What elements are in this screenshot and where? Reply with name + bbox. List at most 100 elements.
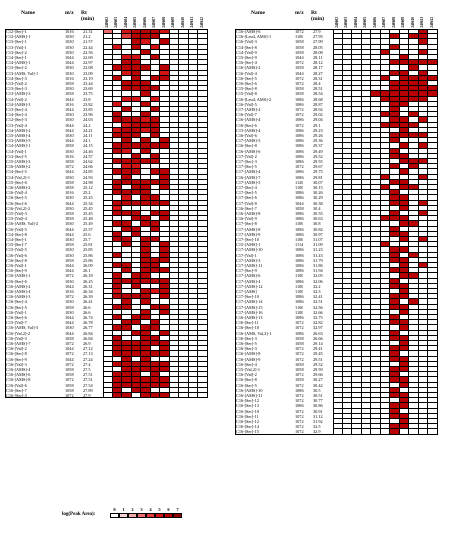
heat-cell bbox=[418, 408, 428, 414]
mz-value: 1044 bbox=[65, 263, 74, 268]
heat-cell bbox=[141, 127, 151, 133]
heat-cell bbox=[141, 112, 151, 118]
heat-cell bbox=[141, 138, 151, 144]
table-row: C17-[AMS]-5 1120 30.07 bbox=[235, 179, 438, 185]
heat-cell bbox=[150, 81, 160, 87]
mz-value: 1086 bbox=[295, 174, 304, 180]
heat-cell bbox=[352, 34, 362, 40]
heat-cell bbox=[103, 289, 113, 295]
rt-value: 25.45 bbox=[83, 205, 93, 211]
table-row: C16-[Ser]-6 1044 25.34 bbox=[5, 200, 208, 206]
heat-cell bbox=[399, 143, 409, 149]
heat-cell bbox=[333, 367, 343, 373]
heat-cell bbox=[399, 242, 409, 248]
heat-cell bbox=[380, 424, 390, 430]
heat-cell bbox=[103, 268, 113, 274]
heat-cell bbox=[361, 346, 371, 352]
heat-cell bbox=[150, 356, 160, 362]
heat-cell bbox=[342, 299, 352, 305]
heat-cell bbox=[122, 81, 132, 87]
heat-cell bbox=[179, 221, 189, 227]
rt-value: 27.5 bbox=[83, 367, 91, 372]
heat-cell bbox=[160, 49, 170, 55]
heat-cell bbox=[418, 419, 428, 425]
heat-cell bbox=[179, 237, 189, 243]
heat-cell bbox=[333, 361, 343, 367]
compound-name: C16-[Ser]-4 bbox=[236, 361, 257, 367]
heat-cell bbox=[352, 424, 362, 430]
heat-cell bbox=[112, 101, 122, 107]
heat-cell bbox=[112, 164, 122, 170]
heat-cell bbox=[352, 273, 362, 279]
heat-cell bbox=[371, 169, 381, 175]
heat-cell bbox=[418, 179, 428, 185]
heat-cell bbox=[399, 81, 409, 87]
heat-cell bbox=[342, 242, 352, 248]
heat-cell bbox=[188, 39, 198, 45]
heat-cell bbox=[380, 403, 390, 409]
compound-name: C16-[AMS]-6 bbox=[236, 148, 261, 154]
heat-cell bbox=[160, 39, 170, 45]
heat-cell bbox=[188, 294, 198, 300]
heat-cell bbox=[131, 263, 141, 269]
heat-cell bbox=[188, 96, 198, 102]
mz-value: 1086 bbox=[295, 299, 304, 305]
heat-cell bbox=[409, 330, 419, 336]
heat-cell bbox=[150, 60, 160, 66]
compound-name: C15-[Val]-7 bbox=[6, 320, 27, 326]
table-row: C17-[Ser]-8 1100 30.8 bbox=[235, 221, 438, 227]
rt-value: 26.41 bbox=[83, 299, 93, 305]
heat-cell bbox=[188, 127, 198, 133]
heat-cells bbox=[333, 304, 438, 310]
compound-name: C16-[AMS]-4 bbox=[236, 117, 261, 123]
heat-cell bbox=[188, 29, 198, 35]
heat-cell bbox=[103, 174, 113, 180]
heat-cell bbox=[131, 169, 141, 175]
heat-cell bbox=[112, 39, 122, 45]
heat-cell bbox=[141, 252, 151, 258]
rt-value: 21.2 bbox=[83, 34, 91, 40]
heat-cell bbox=[141, 49, 151, 55]
heat-cell bbox=[179, 195, 189, 201]
heat-cell bbox=[390, 424, 400, 430]
mz-value: 1016 bbox=[65, 289, 74, 294]
heat-cell bbox=[103, 55, 113, 61]
heat-cells bbox=[333, 44, 438, 50]
mz-value: 1072 bbox=[295, 75, 304, 81]
heat-cell bbox=[342, 226, 352, 232]
heat-cell bbox=[122, 263, 132, 269]
heat-cells bbox=[333, 257, 438, 263]
heat-cell bbox=[409, 143, 419, 149]
heat-cell bbox=[160, 179, 170, 185]
heat-cell bbox=[131, 159, 141, 165]
heat-cell bbox=[380, 195, 390, 201]
heat-cell bbox=[371, 320, 381, 326]
heat-cell bbox=[333, 325, 343, 331]
compound-name: C16-[Ser]-7 bbox=[6, 387, 27, 393]
heat-cell bbox=[333, 377, 343, 383]
compound-name: C16-[AMS, Val,2]-1 bbox=[236, 330, 272, 336]
heat-cell bbox=[333, 34, 343, 40]
heat-cell bbox=[352, 65, 362, 71]
compound-name: C13-[AMS, Val]-1 bbox=[6, 70, 39, 76]
heat-cells bbox=[333, 81, 438, 87]
heat-cell bbox=[380, 221, 390, 227]
mz-value: 1030 bbox=[65, 39, 74, 45]
compound-name: C17-[AMS]-3 bbox=[236, 257, 261, 263]
heat-cell bbox=[141, 294, 151, 300]
heat-cell bbox=[361, 49, 371, 55]
compound-name: C16-[Ser]-15 bbox=[236, 429, 259, 435]
heat-cell bbox=[361, 60, 371, 66]
heat-cell bbox=[150, 361, 160, 367]
heat-cell bbox=[150, 346, 160, 352]
heat-cell bbox=[390, 247, 400, 253]
strain-label: 240610 bbox=[410, 17, 415, 28]
table-row: C16-[Ser]-4 1072 28.12 bbox=[235, 60, 438, 66]
heat-cell bbox=[390, 226, 400, 232]
compound-name: C17-[AMS]-3 bbox=[236, 138, 261, 144]
strain-label: 240612 bbox=[429, 17, 434, 28]
heat-cell bbox=[371, 237, 381, 243]
compound-name: C16-[Ser]-12 bbox=[236, 419, 259, 424]
table-row: C14-[Ser]-8 1044 25.6 bbox=[5, 231, 208, 237]
heat-cell bbox=[390, 309, 400, 315]
